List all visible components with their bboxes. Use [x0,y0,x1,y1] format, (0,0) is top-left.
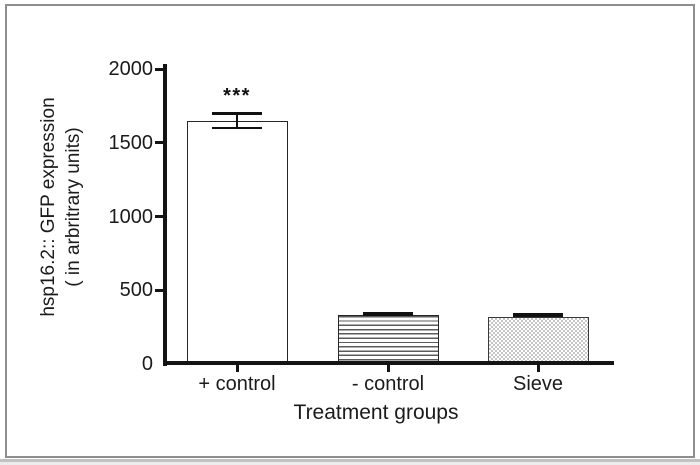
y-tick-label: 1000 [108,205,154,228]
x-axis-line [163,360,614,365]
y-tick-label: 1500 [108,131,154,154]
y-tick-label: 0 [141,353,153,375]
bar-control [186,120,288,365]
y-axis-tick [155,288,164,292]
figure-frame [5,4,695,458]
x-category-label: + control [198,373,276,395]
y-tick-label: 2000 [108,58,154,80]
error-bar-top-cap [212,112,262,115]
screenshot-bottom-fade [0,462,700,465]
x-axis-tick [536,364,540,372]
y-tick-label: 500 [119,279,153,302]
x-axis-tick [386,364,390,372]
screenshot-bottom-edge [0,459,700,462]
y-axis-tick [155,67,164,71]
error-bar-top-cap [513,313,563,318]
x-axis-title: Treatment groups [293,401,459,424]
error-bar-bottom-cap [212,126,262,130]
y-axis-title-line1: hsp16.2:: GFP expression [38,97,59,317]
error-bar-line [236,113,238,128]
bar-control [337,315,439,365]
y-axis-tick [155,215,164,218]
significance-marker: *** [223,85,251,108]
y-axis-line [163,64,167,366]
x-category-label: - control [351,373,425,395]
x-axis-tick [235,364,239,372]
bar-Sieve [487,316,589,365]
y-axis-tick [155,141,164,145]
error-bar-top-cap [363,311,413,316]
y-axis-title: hsp16.2:: GFP expression ( in arbritrary… [36,42,88,372]
x-category-label: Sieve [512,373,564,395]
